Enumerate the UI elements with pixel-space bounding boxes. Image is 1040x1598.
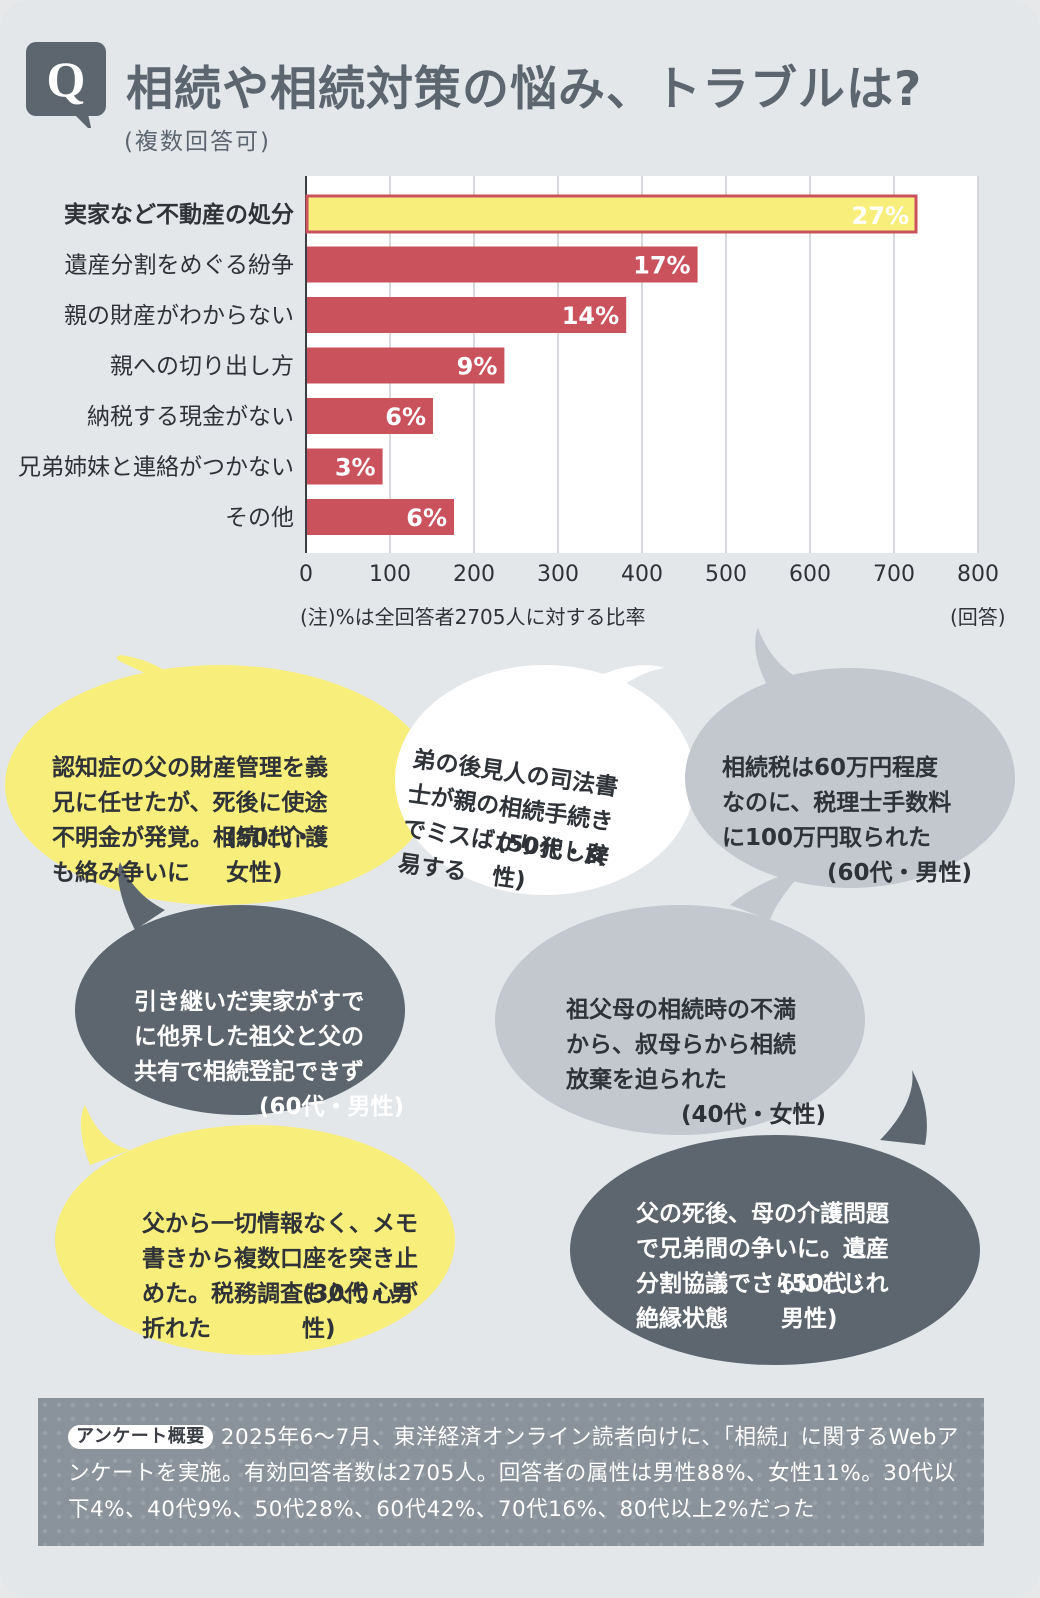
comment-6: 父から一切情報なく、メモ 書きから複数口座を突き止 めた。税務調査も入り心が 折… xyxy=(142,1172,418,1347)
bubble-shape-5-tail xyxy=(730,870,805,920)
category-label: 遺産分割をめぐる紛争 xyxy=(64,253,294,279)
bubble-shape-7-body xyxy=(570,1135,980,1365)
bubble-shape-7-tail xyxy=(880,1070,927,1145)
x-axis-unit: (回答) xyxy=(950,605,1006,629)
bubble-shape-5-body xyxy=(495,905,865,1135)
q-badge-letter: Q xyxy=(47,51,86,107)
bar xyxy=(307,297,627,333)
bubble-shape-3-body xyxy=(685,668,1015,888)
comment-1: 認知症の父の財産管理を義 兄に任せたが、死後に使途 不明金が発覚。相続に介護 も… xyxy=(52,716,328,891)
bubble-shape-2-body xyxy=(395,665,695,895)
comment-bubbles xyxy=(5,628,1015,1365)
bar-chart: 0 100 200 300 400 500 600 700 800 実家など不動産の処分 27% 遺産… xyxy=(18,176,999,587)
category-label: その他 xyxy=(225,505,294,531)
comment-1-attribution: (50代・女性) xyxy=(226,825,315,886)
comment-3-text: 相続税は60万円程度 なのに、税理士手数料 に100万円取られた xyxy=(722,755,952,851)
comment-2: 弟の後見人の司法書 士が親の相続手続き でミスばかり犯し辟 易する (50代・女性… xyxy=(396,708,626,910)
bar xyxy=(307,347,505,384)
data-label: 6% xyxy=(385,403,426,431)
x-tick-label: 100 xyxy=(369,562,411,587)
bubble-shape-4-tail xyxy=(118,862,165,930)
comment-4-text: 引き継いだ実家がすで に他界した祖父と父の 共有で相続登記できず xyxy=(134,989,365,1085)
chart-note: (注)%は全回答者2705人に対する比率 xyxy=(300,605,646,629)
summary-badge: アンケート概要 xyxy=(68,1425,213,1449)
category-label: 実家など不動産の処分 xyxy=(64,201,294,228)
bar xyxy=(307,246,698,283)
comment-3: 相続税は60万円程度 なのに、税理士手数料 に100万円取られた (60代・男性… xyxy=(722,716,972,926)
x-tick-label: 400 xyxy=(621,562,663,587)
category-label: 納税する現金がない xyxy=(87,404,294,430)
comment-5-text: 祖父母の相続時の不満 から、叔母らから相続 放棄を迫られた xyxy=(566,997,796,1093)
data-label: 9% xyxy=(457,353,498,381)
comment-3-attribution: (60代・男性) xyxy=(826,860,972,886)
x-tick-label: 200 xyxy=(453,562,495,587)
category-label: 親への切り出し方 xyxy=(110,354,294,380)
bar xyxy=(307,499,454,535)
summary-text: アンケート概要 2025年6～7月、東洋経済オンライン読者向けに、「相続」に関する… xyxy=(68,1420,968,1528)
comment-4-attribution: (60代・男性) xyxy=(258,1094,404,1120)
comment-6-attribution: (30代・男性) xyxy=(302,1281,414,1342)
bubble-shape-6-tail xyxy=(80,1105,130,1165)
comment-7-text: 父の死後、母の介護問題 で兄弟間の争いに。遺産 分割協議でさらにこじれ 絶縁状態 xyxy=(636,1201,889,1332)
data-label: 6% xyxy=(406,504,447,532)
page-subtitle: (複数回答可) xyxy=(124,129,271,155)
bubble-shape-3-tail xyxy=(755,628,805,690)
data-label: 3% xyxy=(335,454,376,482)
comment-4: 引き継いだ実家がすで に他界した祖父と父の 共有で相続登記できず (60代・男性… xyxy=(134,950,404,1160)
x-tick-label: 800 xyxy=(957,562,999,587)
q-badge-icon: Q xyxy=(26,42,106,128)
x-tick-label: 500 xyxy=(705,562,747,587)
comment-5-attribution: (40代・女性) xyxy=(680,1102,826,1128)
x-tick-label: 700 xyxy=(873,562,915,587)
bubble-shape-2-tail xyxy=(590,665,665,700)
comment-1-text: 認知症の父の財産管理を義 兄に任せたが、死後に使途 不明金が発覚。相続に介護 も… xyxy=(52,755,328,886)
category-label: 兄弟姉妹と連絡がつかない xyxy=(18,455,294,481)
bar xyxy=(305,194,918,234)
summary-body: 2025年6～7月、東洋経済オンライン読者向けに、「相続」に関するWebアンケー… xyxy=(68,1425,959,1522)
x-tick-label: 600 xyxy=(789,562,831,587)
bubble-shape-1-body xyxy=(5,665,435,905)
comment-7-attribution: (50代・男性) xyxy=(781,1271,870,1332)
bar xyxy=(307,448,383,485)
comment-5: 祖父母の相続時の不満 から、叔母らから相続 放棄を迫られた (40代・女性) xyxy=(566,958,826,1168)
comment-7: 父の死後、母の介護問題 で兄弟間の争いに。遺産 分割協議でさらにこじれ 絶縁状態… xyxy=(636,1162,889,1337)
survey-summary: アンケート概要 2025年6～7月、東洋経済オンライン読者向けに、「相続」に関する… xyxy=(38,1398,984,1546)
comment-6-text: 父から一切情報なく、メモ 書きから複数口座を突き止 めた。税務調査も入り心が 折… xyxy=(142,1211,418,1342)
x-tick-label: 0 xyxy=(299,562,313,587)
data-label: 17% xyxy=(633,252,690,280)
data-label: 27% xyxy=(852,202,909,230)
data-label: 14% xyxy=(562,302,619,330)
bar xyxy=(307,398,433,434)
x-tick-label: 300 xyxy=(537,562,579,587)
bubble-shape-6-body xyxy=(55,1125,455,1355)
bubble-shape-4-body xyxy=(75,905,405,1115)
page-title: 相続や相続対策の悩み、トラブルは? xyxy=(126,62,923,117)
category-label: 親の財産がわからない xyxy=(64,303,294,329)
